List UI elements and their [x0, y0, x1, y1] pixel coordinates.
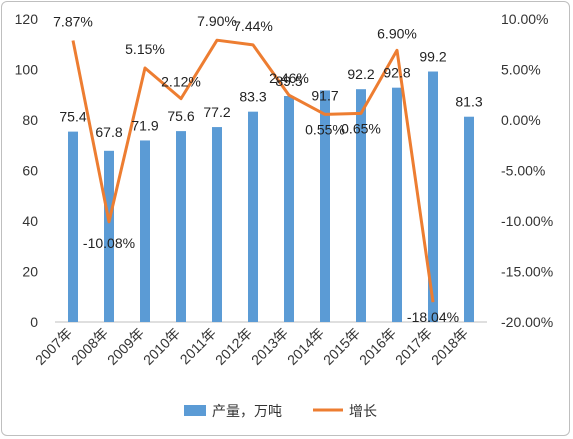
- legend-line-label: 增长: [349, 404, 377, 420]
- line-data-label: -18.04%: [407, 309, 459, 325]
- bar: [356, 89, 366, 322]
- x-tick-label: 2017年: [392, 325, 435, 368]
- bar: [248, 111, 258, 322]
- line-data-labels: 7.87% -10.08% 5.15% 2.12% 7.90%7.44% 2.46% 0.5…: [53, 13, 459, 325]
- line-data-label: 7.44%: [233, 18, 273, 34]
- bar-data-label: 89.5: [275, 73, 302, 89]
- y-left-tick-label: 40: [22, 213, 38, 229]
- bar: [176, 131, 186, 322]
- growth-line: [71, 38, 435, 303]
- x-tick-label: 2007年: [32, 325, 75, 368]
- bar-data-label: 81.3: [455, 94, 482, 110]
- bar-data-label: 77.2: [203, 104, 230, 120]
- right-axis: -20.00% -15.00% -10.00% -5.00% 0.00% 5.00% 10.…: [501, 11, 553, 330]
- bar-data-label: 91.7: [311, 87, 338, 103]
- legend-bar-label: 产量，万吨: [212, 404, 282, 420]
- bar-data-label: 83.3: [239, 89, 266, 105]
- bar-data-label: 99.2: [419, 49, 446, 65]
- y-left-tick-label: 120: [15, 11, 39, 27]
- line-data-label: 2.12%: [161, 74, 201, 90]
- line-data-label: -10.08%: [83, 235, 135, 251]
- legend: 产量，万吨 增长: [184, 404, 377, 420]
- bar: [140, 140, 150, 322]
- x-tick-label: 2009年: [104, 325, 147, 368]
- y-right-tick-label: 0.00%: [501, 112, 541, 128]
- bar: [392, 87, 402, 323]
- legend-bar-swatch: [184, 405, 206, 416]
- bar-data-label: 75.4: [59, 109, 86, 125]
- y-right-tick-label: -20.00%: [501, 314, 553, 330]
- left-axis: 0 20 40 60 80 100 120: [15, 11, 39, 330]
- y-right-tick-label: -5.00%: [501, 163, 545, 179]
- y-left-tick-label: 100: [15, 62, 39, 78]
- bar-data-label: 92.2: [347, 66, 374, 82]
- bar: [212, 127, 222, 322]
- y-right-tick-label: 5.00%: [501, 62, 541, 78]
- x-tick-label: 2015年: [320, 325, 363, 368]
- bar-series: [68, 71, 474, 323]
- line-data-label: 2.46%: [269, 70, 309, 86]
- x-tick-label: 2014年: [284, 325, 327, 368]
- line-data-label: 0.65%: [341, 120, 381, 136]
- bar-data-label: 75.6: [167, 108, 194, 124]
- line-series: [71, 38, 435, 303]
- y-left-tick-label: 0: [30, 314, 38, 330]
- bar: [320, 90, 330, 323]
- y-right-tick-label: 10.00%: [501, 11, 548, 27]
- x-tick-label: 2010年: [140, 325, 183, 368]
- bar: [68, 131, 78, 322]
- y-left-tick-label: 80: [22, 112, 38, 128]
- x-tick-label: 2012年: [212, 325, 255, 368]
- bar-data-label: 67.8: [95, 124, 122, 140]
- x-tick-label: 2018年: [428, 325, 471, 368]
- line-data-label: 5.15%: [125, 41, 165, 57]
- y-left-tick-label: 60: [22, 163, 38, 179]
- line-data-label: 7.90%: [197, 13, 237, 29]
- bar-data-label: 71.9: [131, 117, 158, 133]
- bar: [284, 96, 294, 322]
- line-data-label: 0.55%: [305, 121, 345, 137]
- bar: [464, 116, 474, 322]
- bar: [428, 71, 438, 323]
- line-data-label: 7.87%: [53, 14, 93, 30]
- x-tick-label: 2016年: [356, 325, 399, 368]
- line-data-label: 6.90%: [377, 25, 417, 41]
- x-tick-label: 2008年: [68, 325, 111, 368]
- y-right-tick-label: -15.00%: [501, 264, 553, 280]
- y-right-tick-label: -10.00%: [501, 213, 553, 229]
- bar-data-labels: 75.4 67.8 71.9 75.6 77.2 83.3 89.5 91.7 92.2 92.8…: [59, 49, 482, 140]
- bar: [104, 150, 114, 322]
- y-left-tick-label: 20: [22, 264, 38, 280]
- x-axis: 2007年2008年2009年2010年2011年2012年2013年2014年…: [32, 325, 471, 368]
- x-tick-label: 2011年: [177, 325, 220, 368]
- x-tick-label: 2013年: [248, 325, 291, 368]
- bar-data-label: 92.8: [383, 65, 410, 81]
